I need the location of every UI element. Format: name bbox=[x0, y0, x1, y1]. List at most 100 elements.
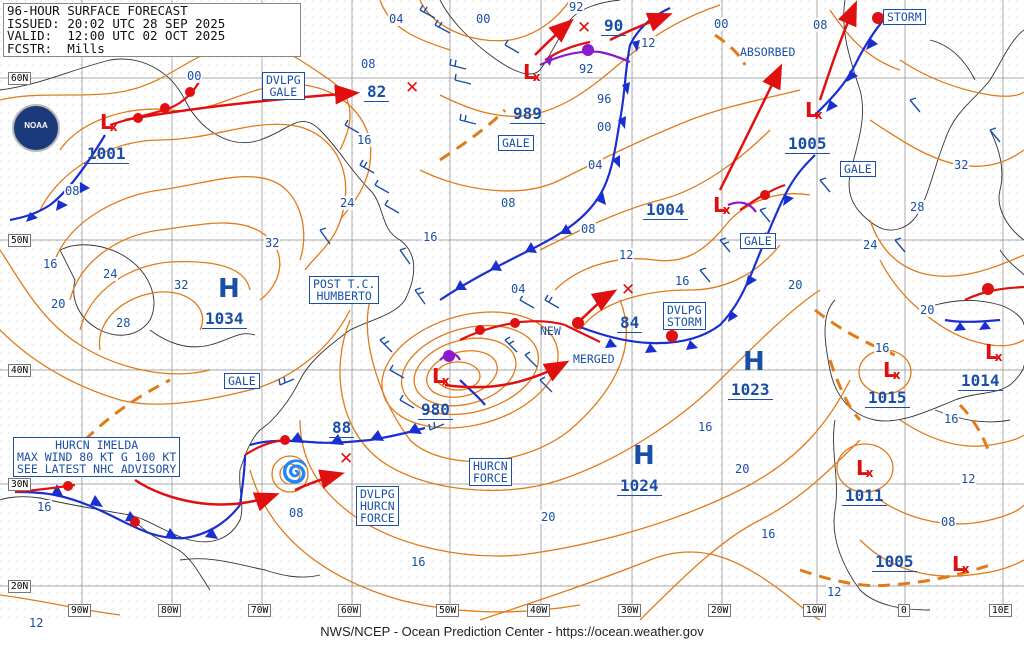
isobar-label: 08 bbox=[940, 515, 957, 529]
isobar-label: 16 bbox=[356, 133, 373, 147]
isobar-label: 20 bbox=[540, 510, 557, 524]
low-pressure: 980 bbox=[418, 400, 453, 420]
low-marker: Lx bbox=[523, 60, 541, 84]
header-title: 96-HOUR SURFACE FORECAST bbox=[7, 3, 188, 18]
isobar-label: 08 bbox=[580, 222, 597, 236]
low-pressure: 1014 bbox=[958, 371, 1003, 391]
lon-label-10e: 10E bbox=[989, 604, 1013, 617]
high-marker: H bbox=[218, 274, 240, 304]
forecast-header: 96-HOUR SURFACE FORECAST ISSUED: 20:02 U… bbox=[3, 3, 301, 57]
lat-label-50n: 50N bbox=[8, 234, 32, 247]
isobar-label: 08 bbox=[64, 184, 81, 198]
isobar-label: 12 bbox=[960, 472, 977, 486]
isobar-label: 20 bbox=[734, 462, 751, 476]
isobar-label: 04 bbox=[587, 158, 604, 172]
isobar-label: 08 bbox=[360, 57, 377, 71]
isobar-label: 92 bbox=[578, 62, 595, 76]
coastlines bbox=[0, 0, 1024, 611]
label-new: NEW bbox=[540, 324, 561, 338]
isobar-label: 08 bbox=[500, 196, 517, 210]
isobar-label: 04 bbox=[388, 12, 405, 26]
isobar-label: 16 bbox=[36, 500, 53, 514]
hurricane-symbol: 🌀 bbox=[281, 460, 309, 485]
isobar-label: 20 bbox=[50, 297, 67, 311]
map-background bbox=[0, 0, 1024, 620]
high-marker: H bbox=[633, 441, 655, 471]
label-absorbed: ABSORBED bbox=[740, 45, 796, 59]
isobar-label: 16 bbox=[760, 527, 777, 541]
low-marker: Lx bbox=[100, 110, 118, 134]
header-issued: ISSUED: 20:02 UTC 28 SEP 2025 bbox=[7, 15, 226, 31]
label-gale: GALE bbox=[498, 135, 534, 151]
isobar-label: 16 bbox=[422, 230, 439, 244]
future-position-marker: ✕ bbox=[339, 449, 354, 469]
isobar-label: 24 bbox=[339, 196, 356, 210]
isobar-label: 20 bbox=[787, 278, 804, 292]
future-pressure: 84 bbox=[617, 313, 643, 333]
isobar-label: 00 bbox=[713, 17, 730, 31]
low-pressure: 989 bbox=[510, 104, 545, 124]
noaa-logo: NOAA bbox=[12, 104, 60, 152]
isobar-label: 00 bbox=[186, 69, 203, 83]
label-gale: GALE bbox=[740, 233, 776, 249]
high-pressure: 1034 bbox=[202, 309, 247, 329]
isobar-label: 28 bbox=[909, 200, 926, 214]
isobar-label: 16 bbox=[42, 257, 59, 271]
isobar-label: 12 bbox=[618, 248, 635, 262]
isobar-label: 24 bbox=[102, 267, 119, 281]
isobar-label: 08 bbox=[812, 18, 829, 32]
lon-label-80w: 80W bbox=[158, 604, 182, 617]
label-post-tc-humberto: POST T.C. HUMBERTO bbox=[309, 276, 380, 304]
low-pressure: 1004 bbox=[643, 200, 688, 220]
low-marker: Lx bbox=[856, 456, 874, 480]
label-hurcn-force: HURCN FORCE bbox=[469, 458, 512, 486]
future-pressure: 82 bbox=[364, 82, 390, 102]
isobar-label: 00 bbox=[596, 120, 613, 134]
lat-label-60n: 60N bbox=[8, 72, 32, 85]
lat-label-20n: 20N bbox=[8, 580, 32, 593]
track-arrows bbox=[124, 0, 857, 512]
low-pressure: 1005 bbox=[872, 552, 917, 572]
isobar-label: 16 bbox=[874, 341, 891, 355]
isobar-label: 00 bbox=[475, 12, 492, 26]
isobar-label: 96 bbox=[596, 92, 613, 106]
label-gale: GALE bbox=[840, 161, 876, 177]
lon-label-70w: 70W bbox=[248, 604, 272, 617]
isobar-label: 16 bbox=[697, 420, 714, 434]
low-pressure: 1001 bbox=[84, 144, 129, 164]
isobars bbox=[0, 0, 1024, 621]
lat-label-40n: 40N bbox=[8, 364, 32, 377]
label-dvlpg-storm: DVLPG STORM bbox=[663, 302, 706, 330]
noaa-logo-text: NOAA bbox=[24, 121, 48, 130]
future-pressure: 88 bbox=[329, 418, 355, 438]
low-marker: Lx bbox=[985, 340, 1003, 364]
future-position-marker: ✕ bbox=[621, 280, 636, 300]
lon-label-40w: 40W bbox=[527, 604, 551, 617]
isobar-label: 04 bbox=[510, 282, 527, 296]
low-marker: Lx bbox=[713, 193, 731, 217]
low-marker: Lx bbox=[432, 364, 450, 388]
troughs bbox=[83, 33, 992, 588]
low-marker: Lx bbox=[805, 98, 823, 122]
isobar-label: 24 bbox=[862, 238, 879, 252]
isobar-label: 12 bbox=[28, 616, 45, 630]
isobar-label: 12 bbox=[826, 585, 843, 599]
low-marker: Lx bbox=[952, 552, 970, 576]
isobar-label: 12 bbox=[640, 36, 657, 50]
label-gale: GALE bbox=[224, 373, 260, 389]
footer-credit: NWS/NCEP - Ocean Prediction Center - htt… bbox=[320, 624, 704, 639]
isobar-label: 20 bbox=[919, 303, 936, 317]
lon-label-50w: 50W bbox=[436, 604, 460, 617]
occluded-fronts bbox=[439, 44, 757, 362]
lat-label-30n: 30N bbox=[8, 478, 32, 491]
header-valid: VALID: 12:00 UTC 02 OCT 2025 bbox=[7, 28, 226, 43]
future-pressure: 90 bbox=[601, 16, 627, 36]
label-storm: STORM bbox=[883, 9, 926, 25]
high-marker: H bbox=[743, 347, 765, 377]
low-pressure: 1011 bbox=[842, 486, 887, 506]
label-dvlpg-gale: DVLPG GALE bbox=[262, 72, 305, 100]
lon-label-10w: 10W bbox=[803, 604, 827, 617]
isobar-label: 08 bbox=[288, 506, 305, 520]
high-pressure: 1024 bbox=[617, 476, 662, 496]
